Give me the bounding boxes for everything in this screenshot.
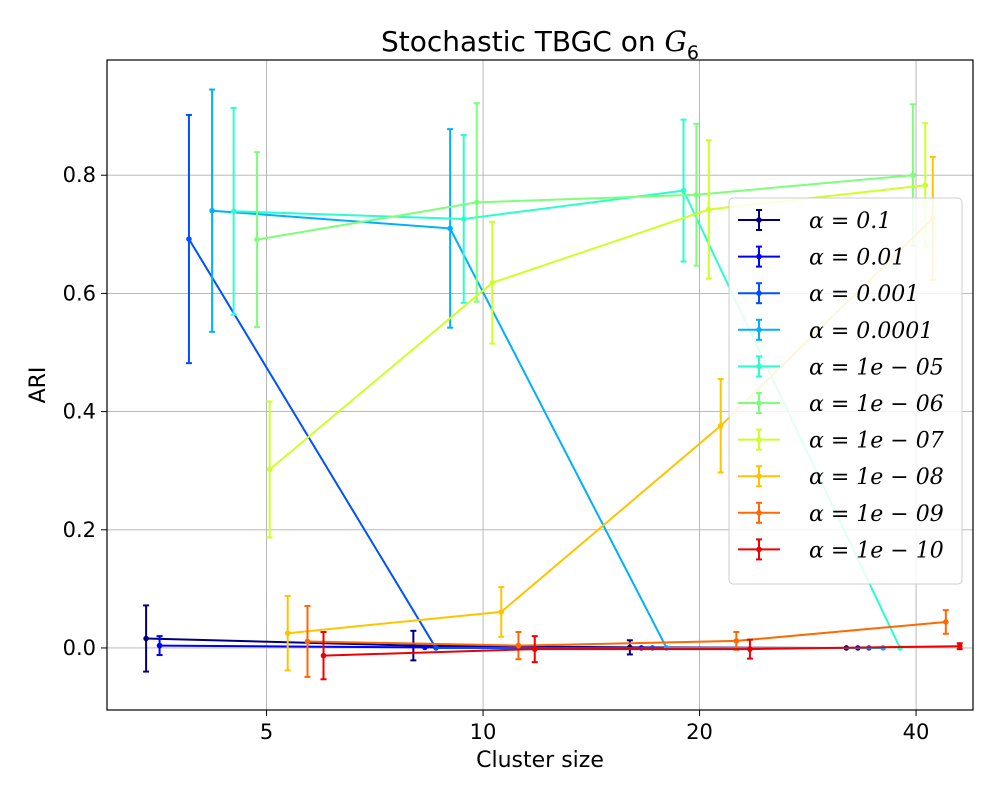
data-point	[447, 225, 453, 232]
legend-label: α = 0.0001	[809, 319, 933, 344]
y-tick-label: 0.0	[63, 636, 96, 660]
data-point	[705, 206, 712, 213]
y-tick-label: 0.2	[63, 518, 96, 542]
data-point	[473, 199, 480, 206]
data-point	[460, 216, 467, 222]
data-point	[717, 422, 724, 429]
legend-swatch-marker	[756, 363, 762, 370]
data-point	[433, 645, 439, 651]
series-7	[266, 122, 929, 539]
legend-swatch-marker	[756, 290, 762, 297]
data-point	[910, 172, 916, 179]
legend-entry: α = 1e − 05	[738, 355, 944, 380]
legend-label: α = 1e − 10	[809, 538, 944, 563]
legend-label: α = 0.001	[809, 282, 919, 307]
series-6	[254, 102, 916, 329]
legend-label: α = 1e − 06	[809, 392, 944, 417]
x-tick-label: 10	[470, 720, 497, 744]
chart-title: Stochastic TBGC on G6	[381, 25, 699, 64]
legend-label: α = 1e − 08	[809, 465, 944, 490]
legend-label: α = 1e − 05	[809, 355, 944, 380]
legend-entry: α = 0.0001	[738, 318, 933, 344]
data-point	[304, 638, 311, 645]
legend-label: α = 0.01	[809, 246, 905, 271]
legend-swatch-marker	[756, 510, 762, 516]
chart-title-math: G	[665, 25, 687, 58]
data-point	[489, 279, 496, 286]
legend-swatch-marker	[756, 217, 762, 223]
legend-swatch-marker	[756, 400, 762, 406]
legend-entry: α = 0.001	[738, 282, 919, 307]
series-line	[256, 174, 913, 241]
series-9	[304, 605, 949, 678]
x-axis-label: Cluster size	[476, 748, 604, 773]
legend-entry: α = 1e − 06	[738, 392, 944, 417]
data-point	[320, 652, 327, 659]
data-point	[209, 207, 215, 214]
legend-swatch-marker	[756, 436, 762, 443]
data-point	[733, 638, 740, 644]
data-point	[284, 630, 291, 636]
legend-entry: α = 0.1	[738, 209, 891, 234]
data-point	[254, 236, 260, 243]
data-point	[680, 187, 687, 194]
data-point	[943, 619, 949, 625]
series-10	[320, 631, 963, 681]
data-point	[156, 642, 163, 649]
legend-label: α = 1e − 07	[809, 429, 944, 454]
legend-swatch-marker	[756, 546, 762, 553]
y-tick-label: 0.8	[63, 163, 96, 187]
chart-title-subscript: 6	[687, 42, 699, 64]
legend-entry: α = 1e − 08	[738, 465, 944, 490]
data-point	[922, 182, 929, 189]
series-line	[269, 184, 926, 471]
data-point	[747, 646, 753, 652]
legend-label: α = 0.1	[809, 209, 891, 234]
legend-entry: α = 1e − 07	[738, 428, 944, 454]
data-point	[693, 191, 700, 198]
data-point	[143, 635, 149, 642]
legend-entry: α = 0.01	[738, 245, 905, 271]
legend-entry: α = 1e − 10	[738, 538, 944, 563]
y-axis-label: ARI	[26, 367, 51, 404]
x-tick-label: 20	[686, 720, 713, 744]
data-point	[266, 466, 273, 473]
x-tick-label: 40	[903, 720, 930, 744]
data-point	[230, 208, 237, 215]
y-tick-label: 0.6	[63, 281, 96, 305]
x-tick-label: 5	[260, 720, 273, 744]
legend-entry: α = 1e − 09	[738, 501, 944, 527]
legend-swatch-marker	[756, 253, 762, 260]
legend: α = 0.1 α = 0.01 α = 0.001 α = 0.0001 α = 1e…	[728, 197, 963, 585]
data-point	[531, 646, 538, 652]
data-point	[498, 609, 505, 615]
chart-title-text: Stochastic TBGC on	[381, 25, 665, 58]
legend-label: α = 1e − 09	[809, 502, 944, 527]
series-line	[323, 645, 960, 657]
data-point	[515, 642, 522, 649]
y-axis-ticks: 0.0 0.2 0.4 0.6 0.8	[63, 163, 107, 660]
legend-swatch-marker	[756, 327, 762, 333]
series-line	[307, 621, 946, 647]
data-point	[422, 644, 428, 651]
y-tick-label: 0.4	[63, 400, 96, 424]
legend-swatch-marker	[756, 473, 762, 480]
legend-box	[728, 197, 963, 585]
data-point	[186, 236, 192, 242]
plot-frame	[106, 59, 974, 711]
x-axis-ticks: 5 10 20 40	[260, 710, 930, 744]
data-point	[956, 643, 963, 649]
